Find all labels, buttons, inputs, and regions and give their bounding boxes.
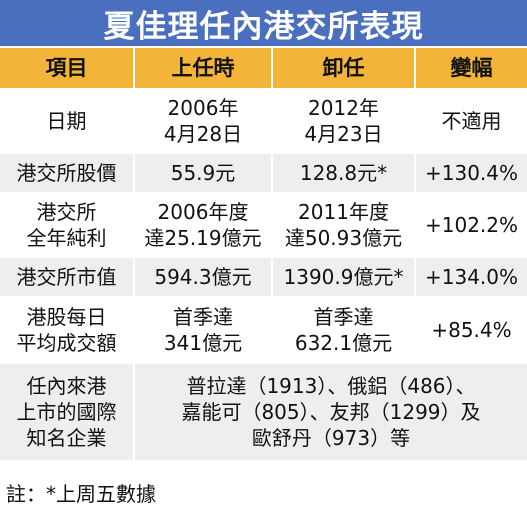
table-row-net-profit: 港交所 全年純利 2006年度 達25.19億元 2011年度 達50.93億元 +1… — [0, 193, 527, 258]
header-start: 上任時 — [134, 48, 273, 90]
end-cell: 1390.9億元* — [272, 257, 416, 298]
change-cell: +85.4% — [415, 297, 527, 364]
header-row: 項目 上任時 卸任 變幅 — [0, 48, 527, 90]
start-cell: 首季達 341億元 — [134, 297, 273, 364]
row-label: 港交所 全年純利 — [0, 193, 135, 258]
end-cell: 首季達 632.1億元 — [272, 297, 416, 364]
table-title: 夏佳理任內港交所表現 — [0, 0, 527, 46]
start-cell: 2006年 4月28日 — [134, 89, 273, 154]
table-row-turnover: 港股每日 平均成交額 首季達 341億元 首季達 632.1億元 +85.4% — [0, 297, 527, 364]
row-label: 日期 — [0, 89, 135, 154]
header-item: 項目 — [0, 48, 135, 90]
performance-table: 項目 上任時 卸任 變幅 日期 2006年 4月28日 2012年 4月23日 不適… — [0, 48, 527, 462]
start-cell: 2006年度 達25.19億元 — [134, 193, 273, 258]
change-cell: 不適用 — [415, 89, 527, 154]
row-label: 港股每日 平均成交額 — [0, 297, 135, 364]
table-row-date: 日期 2006年 4月28日 2012年 4月23日 不適用 — [0, 89, 527, 154]
change-cell: +130.4% — [415, 153, 527, 194]
row-label: 港交所市值 — [0, 257, 135, 298]
start-cell: 55.9元 — [134, 153, 273, 194]
change-cell: +102.2% — [415, 193, 527, 258]
start-cell: 594.3億元 — [134, 257, 273, 298]
end-cell: 128.8元* — [272, 153, 416, 194]
table-row-share-price: 港交所股價 55.9元 128.8元* +130.4% — [0, 153, 527, 194]
end-cell: 2011年度 達50.93億元 — [272, 193, 416, 258]
listing-cell: 普拉達（1913）、俄鋁（486）、 嘉能可（805）、友邦（1299）及 歐舒丹（… — [134, 363, 527, 462]
header-change: 變幅 — [415, 48, 527, 90]
table-row-listings: 任內來港 上市的國際 知名企業 普拉達（1913）、俄鋁（486）、 嘉能可（805）… — [0, 363, 527, 462]
row-label: 港交所股價 — [0, 153, 135, 194]
table-row-market-cap: 港交所市值 594.3億元 1390.9億元* +134.0% — [0, 257, 527, 298]
header-end: 卸任 — [272, 48, 416, 90]
change-cell: +134.0% — [415, 257, 527, 298]
footnote: 註：*上周五數據 — [6, 482, 156, 506]
end-cell: 2012年 4月23日 — [272, 89, 416, 154]
row-label: 任內來港 上市的國際 知名企業 — [0, 363, 135, 462]
